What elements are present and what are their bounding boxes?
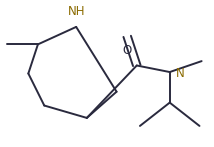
Text: N: N bbox=[176, 67, 185, 80]
Text: NH: NH bbox=[67, 5, 85, 18]
Text: O: O bbox=[123, 44, 132, 57]
